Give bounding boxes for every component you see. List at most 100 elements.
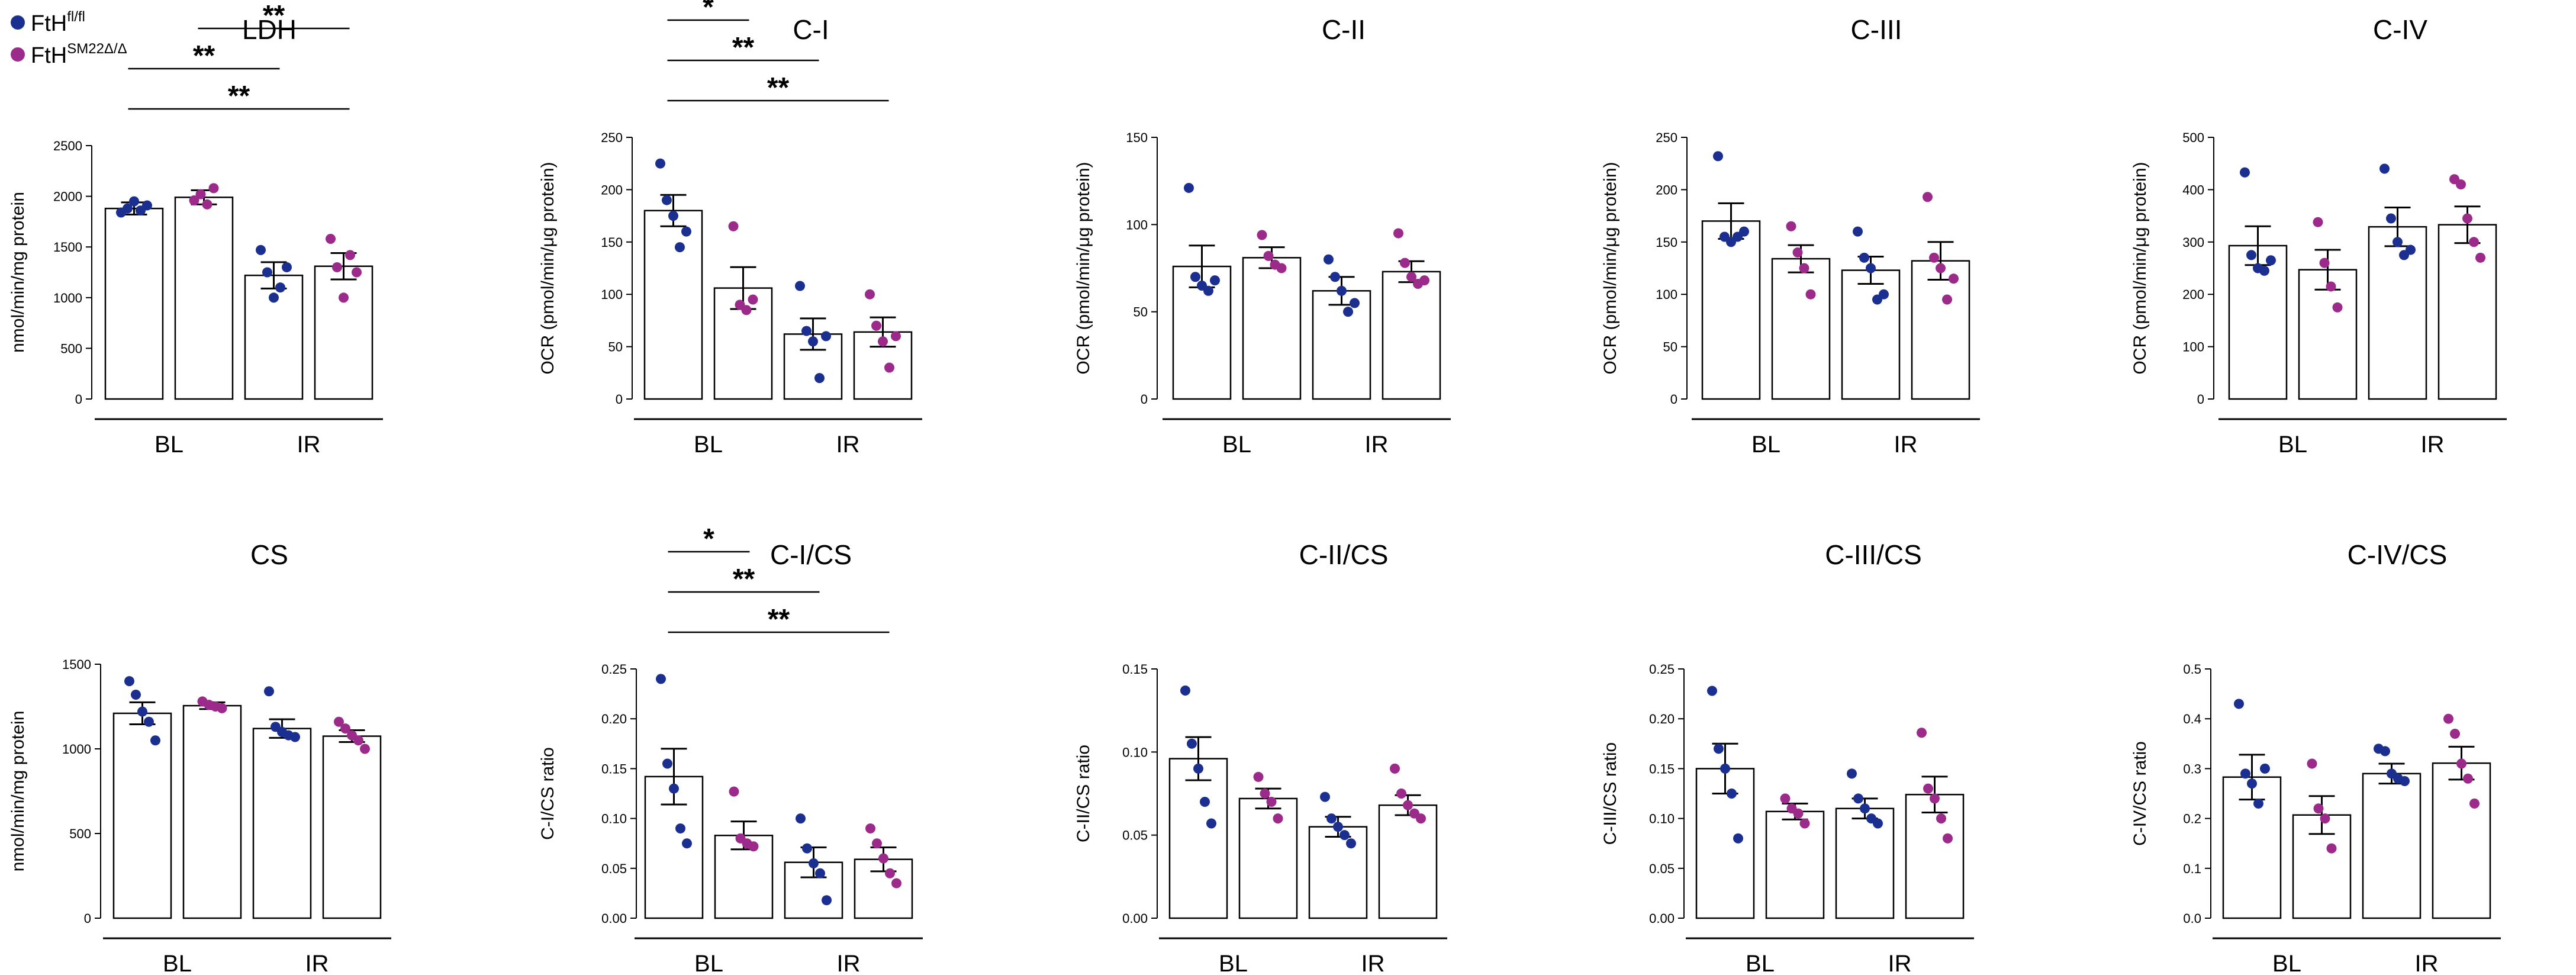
data-point <box>1799 818 1810 829</box>
group-label: IR <box>2421 432 2445 458</box>
y-axis-label: C-II/CS ratio <box>1074 745 1093 842</box>
y-tick-label: 0 <box>2197 392 2204 407</box>
data-point <box>1187 738 1197 749</box>
y-tick-label: 100 <box>601 287 623 302</box>
data-point <box>2313 803 2324 814</box>
data-point <box>1180 685 1190 696</box>
y-tick-label: 0.00 <box>1649 911 1675 926</box>
significance-label: ** <box>767 72 790 104</box>
bar <box>252 728 312 919</box>
data-point <box>801 326 812 336</box>
y-axis-label: nmol/min/mg protein <box>8 711 28 872</box>
data-point <box>1949 273 1959 284</box>
data-point <box>1330 272 1340 282</box>
data-point <box>1393 228 1403 239</box>
data-point <box>728 221 739 231</box>
data-point <box>1923 783 1933 794</box>
panel-title: C-II <box>1322 14 1366 45</box>
y-tick-label: 0.05 <box>601 861 627 876</box>
y-tick-label: 100 <box>1656 287 1677 302</box>
significance-label: ** <box>228 81 250 112</box>
group-label: BL <box>2278 432 2307 458</box>
data-point <box>814 373 825 384</box>
y-tick-label: 50 <box>1663 340 1677 355</box>
legend: FtHfl/fl FtHSM22Δ/Δ <box>11 9 127 68</box>
y-tick-label: 1000 <box>53 291 82 305</box>
data-point <box>1866 263 1876 273</box>
data-point <box>1879 289 1889 300</box>
data-point <box>1793 808 1804 819</box>
bar <box>112 712 172 919</box>
y-tick-label: 0.25 <box>601 662 627 677</box>
panel-c-i: C-I OCR (pmol/min/μg protein) 0 50 100 150 200… <box>538 0 922 458</box>
data-point <box>2260 763 2270 774</box>
data-point <box>1326 813 1337 824</box>
y-tick-label: 300 <box>2182 235 2204 250</box>
y-tick-label: 150 <box>1126 130 1148 145</box>
panel-c-i-cs: C-I/CS C-I/CS ratio 0.00 0.05 0.10 0.15 0.20 0.… <box>538 523 923 975</box>
data-point <box>217 703 227 713</box>
group-label: BL <box>1222 432 1251 458</box>
data-point <box>865 823 875 834</box>
y-tick-label: 0.00 <box>1122 911 1148 926</box>
y-tick-label: 0.10 <box>1122 745 1148 760</box>
data-point <box>2475 252 2485 263</box>
data-point <box>1346 838 1356 849</box>
y-tick-label: 0.15 <box>1649 761 1675 776</box>
group-label: IR <box>1365 432 1389 458</box>
y-tick-label: 0.05 <box>1122 828 1148 843</box>
y-tick-label: 0 <box>1141 392 1148 407</box>
y-axis-label: OCR (pmol/min/μg protein) <box>2130 162 2150 374</box>
data-point <box>821 331 831 342</box>
data-point <box>682 838 692 849</box>
y-axis-label: OCR (pmol/min/μg protein) <box>1601 162 1620 374</box>
data-point <box>681 226 691 237</box>
panel-title: C-II/CS <box>1299 539 1389 570</box>
data-point <box>1390 763 1400 774</box>
data-point <box>675 242 685 253</box>
data-point <box>1727 789 1737 799</box>
data-point <box>195 189 206 199</box>
data-point <box>1942 294 1952 305</box>
group-label: BL <box>1751 432 1780 458</box>
y-tick-label: 200 <box>1656 182 1677 197</box>
y-tick-label: 400 <box>2182 182 2204 197</box>
y-tick-label: 200 <box>601 182 623 197</box>
data-point <box>891 878 901 889</box>
data-point <box>2469 237 2479 247</box>
data-point <box>1400 258 1410 268</box>
panel-c-ii: C-II OCR (pmol/min/μg protein) 0 50 100 150 BL… <box>1074 14 1451 458</box>
data-point <box>2240 167 2250 178</box>
data-point <box>142 200 152 211</box>
bar <box>1312 290 1371 400</box>
group-label: IR <box>2415 951 2439 975</box>
data-point <box>262 267 272 278</box>
group-label: BL <box>163 951 192 975</box>
bar <box>2292 814 2352 919</box>
data-point <box>1396 789 1406 799</box>
data-point <box>2326 843 2337 854</box>
group-label: IR <box>1888 951 1912 975</box>
data-point <box>2379 163 2390 174</box>
data-point <box>1406 272 1416 282</box>
data-point <box>2266 255 2276 266</box>
y-axis-label: OCR (pmol/min/μg protein) <box>1074 162 1093 374</box>
group-label: BL <box>694 951 723 975</box>
data-point <box>256 244 266 255</box>
y-tick-label: 100 <box>2182 340 2204 355</box>
data-point <box>1853 793 1863 804</box>
group-label: IR <box>1361 951 1385 975</box>
data-point <box>353 735 363 746</box>
group-label: BL <box>154 432 183 458</box>
bar <box>1905 793 1965 919</box>
data-point <box>2253 798 2263 809</box>
y-tick-label: 0.10 <box>1649 812 1675 826</box>
data-point <box>808 336 818 347</box>
data-point <box>2246 250 2256 260</box>
panel-title: C-III/CS <box>1825 539 1922 570</box>
data-point <box>1930 793 1940 804</box>
data-point <box>282 262 292 272</box>
bar <box>322 735 382 919</box>
y-tick-label: 0 <box>84 911 91 926</box>
